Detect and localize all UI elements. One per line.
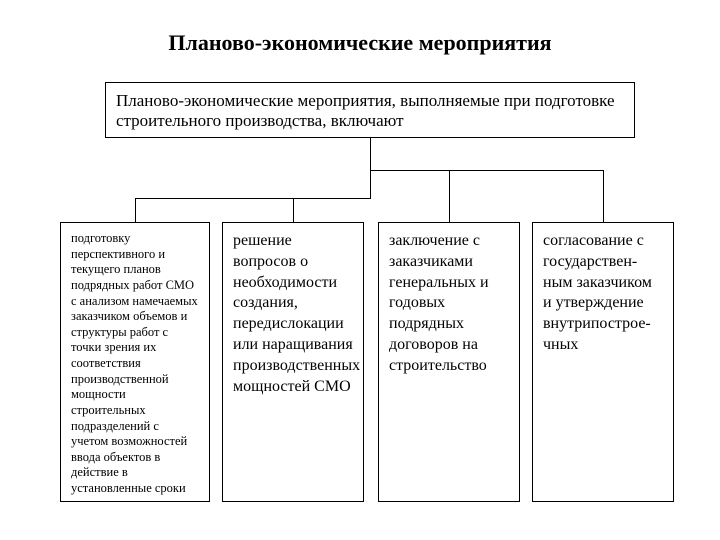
connector-v-c1 [135,198,136,222]
page-title: Планово-экономические мероприятия [130,30,590,60]
connector-v-c3 [449,170,450,222]
connector-trunk [370,138,371,198]
root-box: Планово-экономические мероприятия, выпол… [105,82,635,138]
child-box-2: решение вопросов о необходимости создани… [222,222,364,502]
child-box-1: подготовку перспективного и текущего пла… [60,222,210,502]
connector-h-right [370,170,603,171]
connector-h-left [135,198,371,199]
connector-v-c4 [603,170,604,222]
child-box-3: заключение с заказчиками генеральных и г… [378,222,520,502]
connector-v-c2 [293,198,294,222]
diagram-page: Планово-экономические мероприятия Планов… [0,0,720,540]
child-box-4: согласование с государствен-ным заказчик… [532,222,674,502]
